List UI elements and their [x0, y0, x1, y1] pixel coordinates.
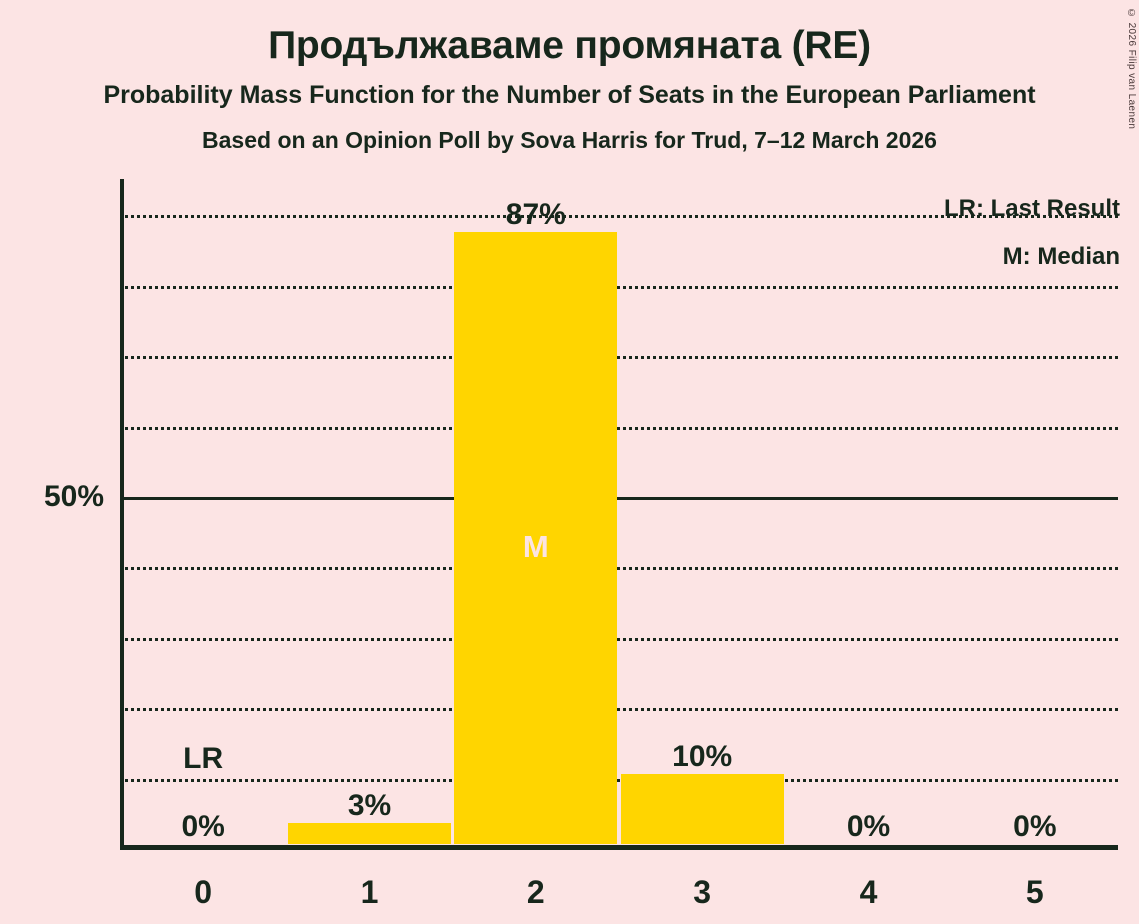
gridline-dotted: [120, 708, 1118, 712]
bar-value-label: 0%: [1013, 810, 1057, 843]
x-axis-tick-label: 4: [859, 874, 878, 910]
x-axis: [120, 845, 1118, 850]
chart-subtitle: Probability Mass Function for the Number…: [103, 81, 1036, 109]
chart-subsubtitle: Based on an Opinion Poll by Sova Harris …: [202, 127, 937, 153]
bar-value-label: 3%: [347, 788, 392, 822]
bar: [620, 773, 784, 844]
bar-value-label: 0%: [846, 810, 891, 843]
x-axis-tick-label: 2: [526, 874, 545, 910]
bar-value-label: 0%: [181, 810, 225, 843]
bar: [287, 822, 452, 844]
bar-value-label: 10%: [672, 739, 733, 773]
x-axis-tick-label: 1: [360, 874, 379, 910]
chart-title: Продължаваме промяната (RE): [268, 24, 871, 67]
median-marker: M: [522, 529, 549, 564]
gridline-solid: [120, 497, 1118, 500]
y-axis-tick-label: 50%: [43, 480, 104, 513]
x-axis-tick-label: 0: [194, 874, 213, 910]
gridline-dotted: [120, 637, 1118, 641]
last-result-marker: LR: [183, 741, 224, 775]
gridline-dotted: [120, 426, 1118, 430]
gridline-dotted: [120, 285, 1118, 289]
gridline-dotted: [120, 215, 1118, 219]
gridline-dotted: [120, 778, 1118, 782]
bar: [454, 231, 618, 844]
title-block: Продължаваме промяната (RE) Probability …: [0, 0, 1139, 152]
copyright-notice: © 2026 Filip van Laenen: [1126, 8, 1137, 130]
y-axis: [120, 179, 124, 850]
plot-area: [120, 179, 1118, 850]
x-axis-tick-label: 5: [1025, 874, 1044, 910]
gridline-dotted: [120, 356, 1118, 360]
x-axis-tick-label: 3: [693, 874, 712, 910]
legend-item-median: M: Median: [1002, 243, 1120, 270]
gridline-dotted: [120, 567, 1118, 571]
bar-value-label: 87%: [505, 197, 566, 231]
